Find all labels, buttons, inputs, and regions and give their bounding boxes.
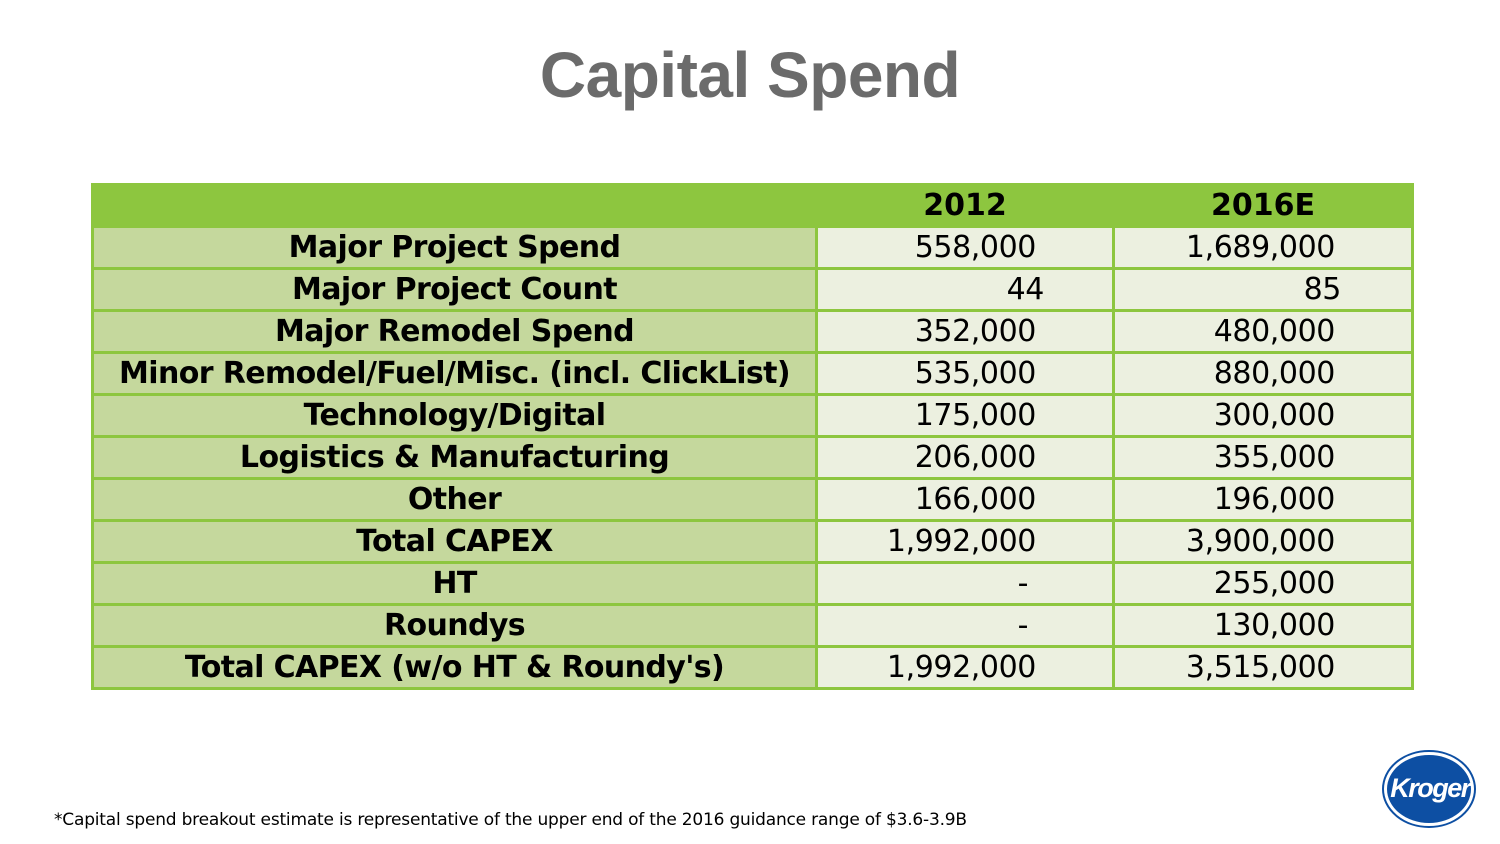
- row-label: Technology/Digital: [91, 393, 818, 438]
- value-2016e: 880,000: [1112, 351, 1414, 396]
- table-row: Major Project Spend 558,000 1,689,000: [91, 225, 1414, 270]
- row-label: Roundys: [91, 603, 818, 648]
- value-2016e: 300,000: [1112, 393, 1414, 438]
- footnote: *Capital spend breakout estimate is repr…: [54, 810, 967, 830]
- value-2016e: 1,689,000: [1112, 225, 1414, 270]
- row-label: Minor Remodel/Fuel/Misc. (incl. ClickLis…: [91, 351, 818, 396]
- value-2012: 558,000: [815, 225, 1115, 270]
- value-2016e: 355,000: [1112, 435, 1414, 480]
- row-label: Other: [91, 477, 818, 522]
- row-label: Total CAPEX: [91, 519, 818, 564]
- capital-spend-table: 2012 2016E Major Project Spend 558,000 1…: [91, 183, 1414, 690]
- value-2016e: 480,000: [1112, 309, 1414, 354]
- table-row: Major Remodel Spend 352,000 480,000: [91, 309, 1414, 354]
- table-row: Minor Remodel/Fuel/Misc. (incl. ClickLis…: [91, 351, 1414, 396]
- table-row: Logistics & Manufacturing 206,000 355,00…: [91, 435, 1414, 480]
- table-row: Technology/Digital 175,000 300,000: [91, 393, 1414, 438]
- table-row: Total CAPEX (w/o HT & Roundy's) 1,992,00…: [91, 645, 1414, 690]
- value-2016e: 196,000: [1112, 477, 1414, 522]
- value-2012: -: [815, 561, 1115, 606]
- table-header-row: 2012 2016E: [91, 183, 1414, 228]
- value-2012: 175,000: [815, 393, 1115, 438]
- value-2016e: 3,515,000: [1112, 645, 1414, 690]
- value-2012: 1,992,000: [815, 519, 1115, 564]
- row-label: Major Project Spend: [91, 225, 818, 270]
- header-label-cell: [91, 183, 818, 228]
- table-row: Major Project Count 44 85: [91, 267, 1414, 312]
- value-2012: 44: [815, 267, 1115, 312]
- page-title: Capital Spend: [539, 39, 961, 111]
- kroger-logo: Kroger: [1382, 750, 1476, 828]
- logo-text: Kroger: [1390, 773, 1473, 803]
- value-2016e: 85: [1112, 267, 1414, 312]
- value-2012: 535,000: [815, 351, 1115, 396]
- value-2012: 206,000: [815, 435, 1115, 480]
- value-2016e: 130,000: [1112, 603, 1414, 648]
- value-2012: 352,000: [815, 309, 1115, 354]
- value-2016e: 3,900,000: [1112, 519, 1414, 564]
- table-row: Roundys - 130,000: [91, 603, 1414, 648]
- row-label: Logistics & Manufacturing: [91, 435, 818, 480]
- table-row: Total CAPEX 1,992,000 3,900,000: [91, 519, 1414, 564]
- row-label: Major Remodel Spend: [91, 309, 818, 354]
- table-row: Other 166,000 196,000: [91, 477, 1414, 522]
- header-2012: 2012: [815, 183, 1115, 228]
- header-2016e: 2016E: [1112, 183, 1414, 228]
- value-2012: 1,992,000: [815, 645, 1115, 690]
- value-2012: 166,000: [815, 477, 1115, 522]
- table-row: HT - 255,000: [91, 561, 1414, 606]
- row-label: HT: [91, 561, 818, 606]
- value-2016e: 255,000: [1112, 561, 1414, 606]
- row-label: Major Project Count: [91, 267, 818, 312]
- value-2012: -: [815, 603, 1115, 648]
- row-label: Total CAPEX (w/o HT & Roundy's): [91, 645, 818, 690]
